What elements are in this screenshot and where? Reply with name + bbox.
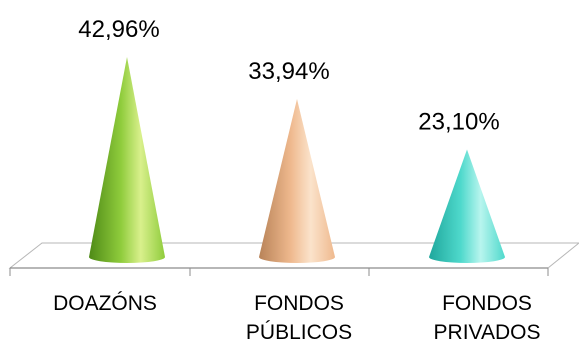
category-label-doazons: DOAZÓNS bbox=[53, 292, 157, 315]
value-label-fondos-publicos: 33,94% bbox=[248, 58, 329, 85]
value-label-fondos-privados: 23,10% bbox=[418, 108, 499, 135]
cone-bar-fondos-publicos bbox=[259, 99, 335, 263]
category-label-fondos-publicos: FONDOS PÚBLICOS bbox=[245, 292, 353, 344]
value-label-doazons: 42,96% bbox=[78, 16, 159, 43]
cone-bar-fondos-privados bbox=[429, 149, 505, 263]
category-label-fondos-privados: FONDOS PRIVADOS bbox=[433, 292, 541, 344]
cone-bar-doazons bbox=[89, 57, 165, 264]
